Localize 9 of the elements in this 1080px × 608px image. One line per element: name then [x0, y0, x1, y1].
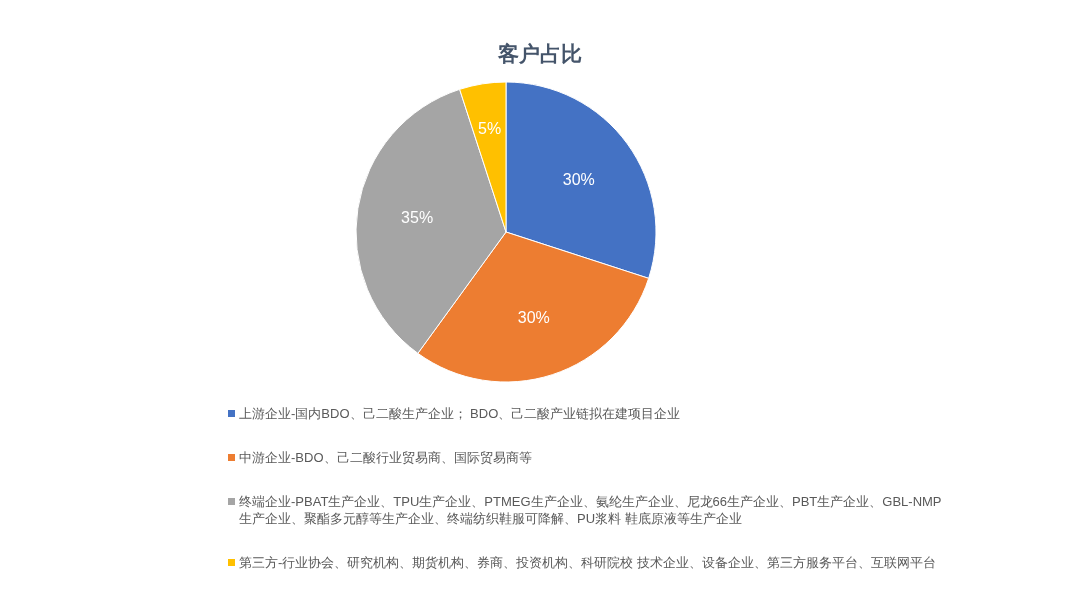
legend-label: 上游企业-国内BDO、己二酸生产企业； BDO、己二酸产业链拟在建项目企业 — [239, 405, 681, 422]
data-label: 30% — [517, 309, 550, 327]
data-label: 35% — [401, 209, 434, 227]
chart-title: 客户占比 — [497, 41, 583, 67]
legend-label: 中游企业-BDO、己二酸行业贸易商、国际贸易商等 — [239, 449, 532, 466]
legend-label: 第三方-行业协会、研究机构、期货机构、券商、投资机构、科研院校 技术企业、设备企业、第三方服务平台、互联网平台 — [239, 554, 936, 571]
legend-label: 终端企业-PBAT生产企业、TPU生产企业、PTMEG生产企业、氨纶生产企业、尼龙66生产企业、PBT生产企业、GBL-NMP生产企业、聚酯多元醇等生产企业、终端纺织鞋服可降解、PU浆料 鞋底原液等生产企业 — [239, 493, 943, 527]
data-label: 30% — [562, 170, 595, 188]
data-label: 5% — [478, 119, 502, 137]
